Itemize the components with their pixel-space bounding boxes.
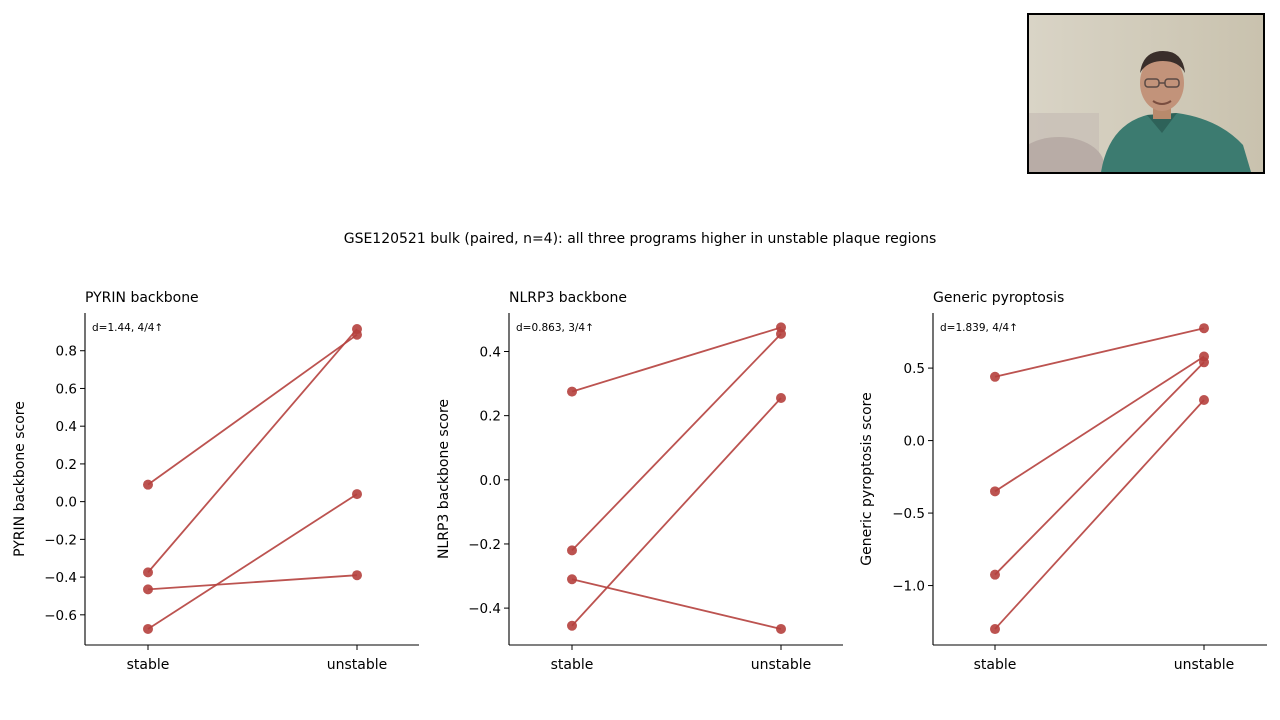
y-tick-label: −0.4 [44,570,77,586]
series-1 [567,322,786,397]
chart-title: NLRP3 backbone [509,290,627,306]
series-line [571,578,782,630]
series-line [994,361,1205,576]
data-point [143,567,153,578]
series-line [147,328,358,573]
series-line [147,493,358,630]
chart-panel-3: Generic pyroptosis d=1.839, 4/4↑ −1.0 −0.5 0… [859,290,1267,673]
data-point [990,371,1000,382]
series-3 [990,357,1209,580]
y-tick-label: −0.2 [44,532,77,548]
presenter-webcam [1027,13,1265,174]
series-line [571,333,782,551]
data-point [990,624,1000,635]
series-1 [990,323,1209,382]
data-point [567,545,577,556]
data-point [1199,357,1209,368]
data-point [776,623,786,634]
y-tick-label: 0.5 [904,361,925,377]
y-tick-label: −0.5 [892,506,925,522]
x-tick-label: stable [974,657,1017,673]
series-4 [567,393,786,631]
series-3 [143,570,362,595]
chart-annotation: d=0.863, 3/4↑ [516,322,594,334]
series-4 [990,394,1209,635]
series-4 [143,489,362,634]
series-line [571,397,782,627]
y-tick-label: 0.0 [904,434,925,450]
data-point [776,328,786,339]
series-line [147,574,358,591]
series-1 [143,329,362,490]
y-tick-label: 0.0 [480,473,501,489]
data-point [143,623,153,634]
data-point [990,569,1000,580]
chart-title: PYRIN backbone [85,290,199,306]
data-point [352,570,362,581]
y-axis-label: Generic pyroptosis score [859,392,875,565]
x-tick-label: unstable [327,657,388,673]
figure-suptitle: GSE120521 bulk (paired, n=4): all three … [343,231,937,247]
y-tick-label: −0.4 [468,601,501,617]
series-3 [567,574,786,634]
chart-annotation: d=1.44, 4/4↑ [92,322,163,334]
chart-panel-1: PYRIN backbone d=1.44, 4/4↑ −0.6 −0.4 −0.2 0.… [12,290,419,673]
y-tick-label: 0.2 [480,409,501,425]
x-tick-label: stable [551,657,594,673]
data-point [567,574,577,585]
data-point [1199,394,1209,405]
y-tick-label: 0.0 [56,495,77,511]
series-2 [143,324,362,578]
data-point [567,386,577,397]
series-line [571,326,782,393]
chart-panel-2: NLRP3 backbone d=0.863, 3/4↑ −0.4 −0.2 0.0 0.… [436,290,843,673]
series-line [994,327,1205,378]
presenter-video-frame [1029,15,1263,172]
data-point [352,489,362,500]
data-point [143,479,153,490]
series-line [147,333,358,486]
y-tick-label: 0.4 [480,344,501,360]
series-2 [990,351,1209,497]
series-2 [567,328,786,556]
y-tick-label: 0.6 [56,381,77,397]
x-tick-label: unstable [751,657,812,673]
series-line [994,399,1205,630]
y-axis-label: NLRP3 backbone score [436,399,452,559]
y-axis-label: PYRIN backbone score [12,401,28,557]
chart-title: Generic pyroptosis [933,290,1064,306]
y-tick-label: 0.2 [56,457,77,473]
data-point [776,393,786,404]
y-tick-label: −0.6 [44,608,77,624]
y-tick-label: −0.2 [468,537,501,553]
x-tick-label: unstable [1174,657,1235,673]
data-point [352,324,362,335]
data-point [990,486,1000,497]
series-line [994,355,1205,493]
y-tick-label: −1.0 [892,579,925,595]
x-tick-label: stable [127,657,170,673]
data-point [567,620,577,631]
data-point [143,584,153,595]
y-tick-label: 0.4 [56,419,77,435]
chart-annotation: d=1.839, 4/4↑ [940,322,1018,334]
data-point [1199,323,1209,334]
y-tick-label: 0.8 [56,344,77,360]
